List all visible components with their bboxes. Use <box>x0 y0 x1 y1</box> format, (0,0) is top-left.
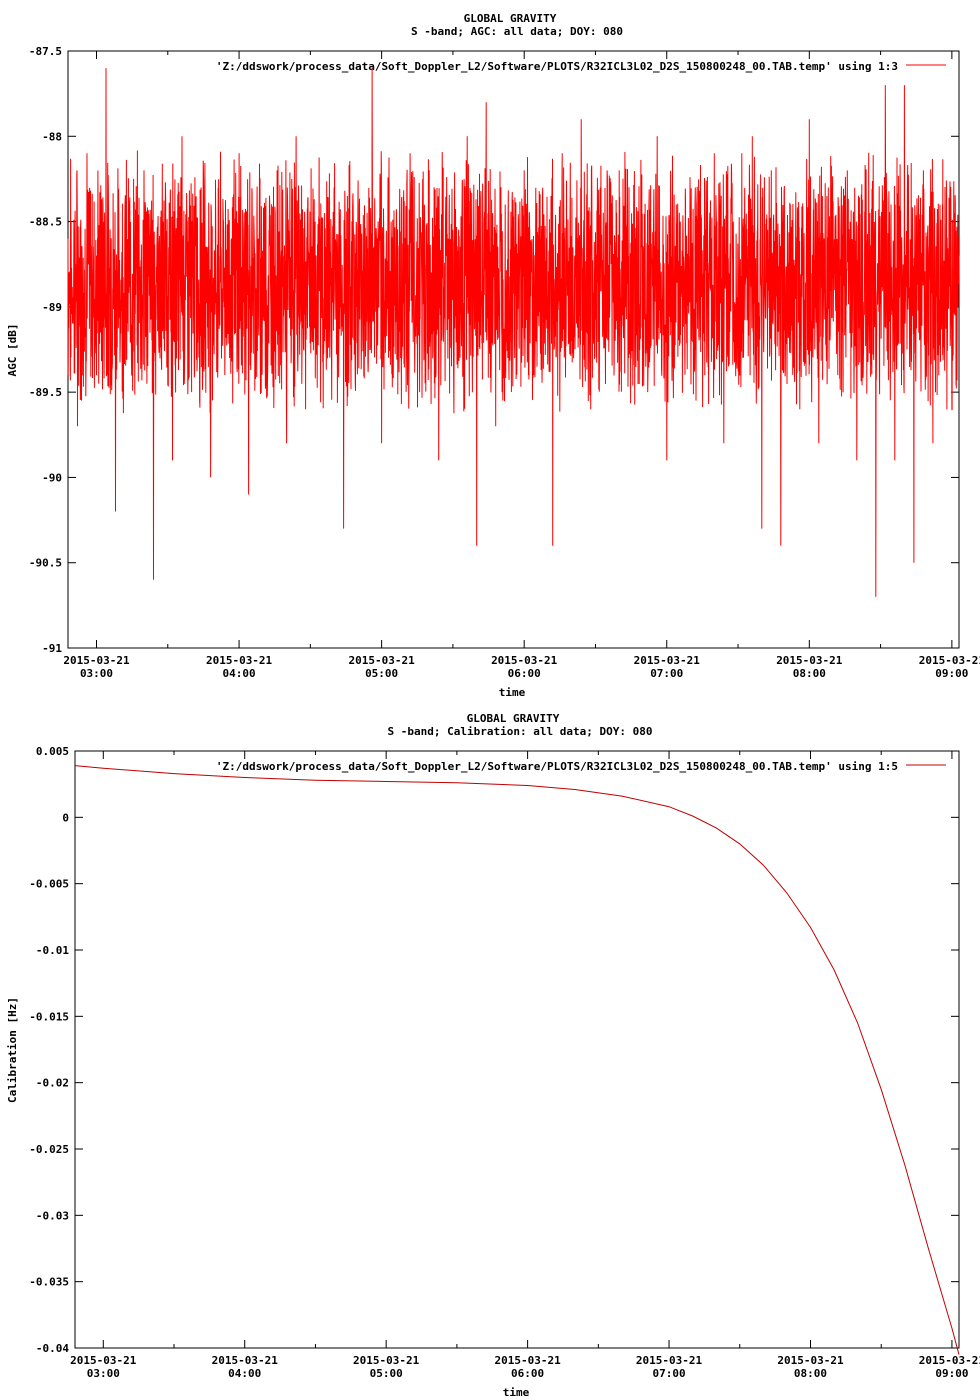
agc-ytick-label: -88.5 <box>29 216 62 229</box>
agc-xtick-time: 08:00 <box>793 667 826 680</box>
agc-chart-subtitle: S -band; AGC: all data; DOY: 080 <box>411 25 623 38</box>
calibration-xtick-date: 2015-03-21 <box>353 1354 420 1367</box>
agc-xtick-date: 2015-03-21 <box>63 654 130 667</box>
calibration-xtick-time: 06:00 <box>511 1367 544 1380</box>
agc-xtick-time: 04:00 <box>223 667 256 680</box>
calibration-xtick-time: 04:00 <box>228 1367 261 1380</box>
agc-xtick-date: 2015-03-21 <box>634 654 701 667</box>
agc-ytick-label: -90 <box>42 471 62 484</box>
agc-chart-legend-label: 'Z:/ddswork/process_data/Soft_Doppler_L2… <box>216 60 898 73</box>
calibration-chart-legend-label: 'Z:/ddswork/process_data/Soft_Doppler_L2… <box>216 760 898 773</box>
agc-xtick-time: 09:00 <box>935 667 968 680</box>
calibration-xtick-time: 03:00 <box>87 1367 120 1380</box>
agc-xtick-date: 2015-03-21 <box>349 654 416 667</box>
calibration-chart-subtitle: S -band; Calibration: all data; DOY: 080 <box>388 725 653 738</box>
agc-ytick-label: -88 <box>42 130 62 143</box>
calibration-ytick-label: -0.005 <box>29 878 69 891</box>
calibration-xtick-time: 07:00 <box>652 1367 685 1380</box>
calibration-ytick-label: -0.025 <box>29 1143 69 1156</box>
agc-xtick-date: 2015-03-21 <box>206 654 273 667</box>
calibration-ytick-label: -0.04 <box>36 1342 69 1355</box>
calibration-xtick-date: 2015-03-21 <box>919 1354 980 1367</box>
calibration-xtick-time: 08:00 <box>794 1367 827 1380</box>
calibration-ytick-label: 0 <box>62 811 69 824</box>
calibration-ytick-label: -0.03 <box>36 1209 69 1222</box>
calibration-chart: GLOBAL GRAVITY S -band; Calibration: all… <box>6 712 946 1399</box>
calibration-xtick-date: 2015-03-21 <box>777 1354 844 1367</box>
calibration-ytick-label: -0.01 <box>36 944 69 957</box>
calibration-xtick-date: 2015-03-21 <box>636 1354 703 1367</box>
agc-xtick-time: 05:00 <box>365 667 398 680</box>
calibration-ytick-label: 0.005 <box>36 745 69 758</box>
calibration-series-line <box>74 765 960 1355</box>
agc-chart-ylabel: AGC [dB] <box>6 324 19 377</box>
calibration-plot-frame <box>74 750 960 1349</box>
calibration-chart-title: GLOBAL GRAVITY <box>467 712 560 725</box>
agc-ytick-label: -89 <box>42 301 62 314</box>
agc-chart-title: GLOBAL GRAVITY <box>464 12 557 25</box>
calibration-xtick-time: 09:00 <box>935 1367 968 1380</box>
agc-chart: GLOBAL GRAVITY S -band; AGC: all data; D… <box>6 12 946 699</box>
calibration-ytick-label: -0.015 <box>29 1010 69 1023</box>
calibration-xtick-date: 2015-03-21 <box>212 1354 279 1367</box>
calibration-xtick-date: 2015-03-21 <box>70 1354 137 1367</box>
agc-series-line <box>67 68 960 597</box>
agc-ytick-label: -90.5 <box>29 557 62 570</box>
agc-xtick-time: 07:00 <box>650 667 683 680</box>
calibration-xtick-date: 2015-03-21 <box>494 1354 561 1367</box>
agc-xtick-date: 2015-03-21 <box>491 654 558 667</box>
agc-xtick-date: 2015-03-21 <box>776 654 843 667</box>
agc-xtick-date: 2015-03-21 <box>919 654 980 667</box>
agc-chart-xlabel: time <box>499 686 526 699</box>
agc-ytick-label: -89.5 <box>29 386 62 399</box>
agc-xtick-time: 06:00 <box>508 667 541 680</box>
calibration-ytick-label: -0.02 <box>36 1077 69 1090</box>
calibration-chart-xlabel: time <box>503 1386 530 1399</box>
calibration-xtick-time: 05:00 <box>370 1367 403 1380</box>
agc-ytick-label: -91 <box>42 642 62 655</box>
agc-ytick-label: -87.5 <box>29 45 62 58</box>
calibration-chart-ylabel: Calibration [Hz] <box>6 997 19 1103</box>
calibration-plot-area: 0.005 0 -0.005 -0.01 -0.015 -0.02 -0.025 -0.03 -… <box>29 745 980 1380</box>
agc-plot-area: -87.5-88-88.5-89-89.5-90-90.5-912015-03-… <box>29 45 980 680</box>
agc-xtick-time: 03:00 <box>80 667 113 680</box>
calibration-ytick-label: -0.035 <box>29 1276 69 1289</box>
